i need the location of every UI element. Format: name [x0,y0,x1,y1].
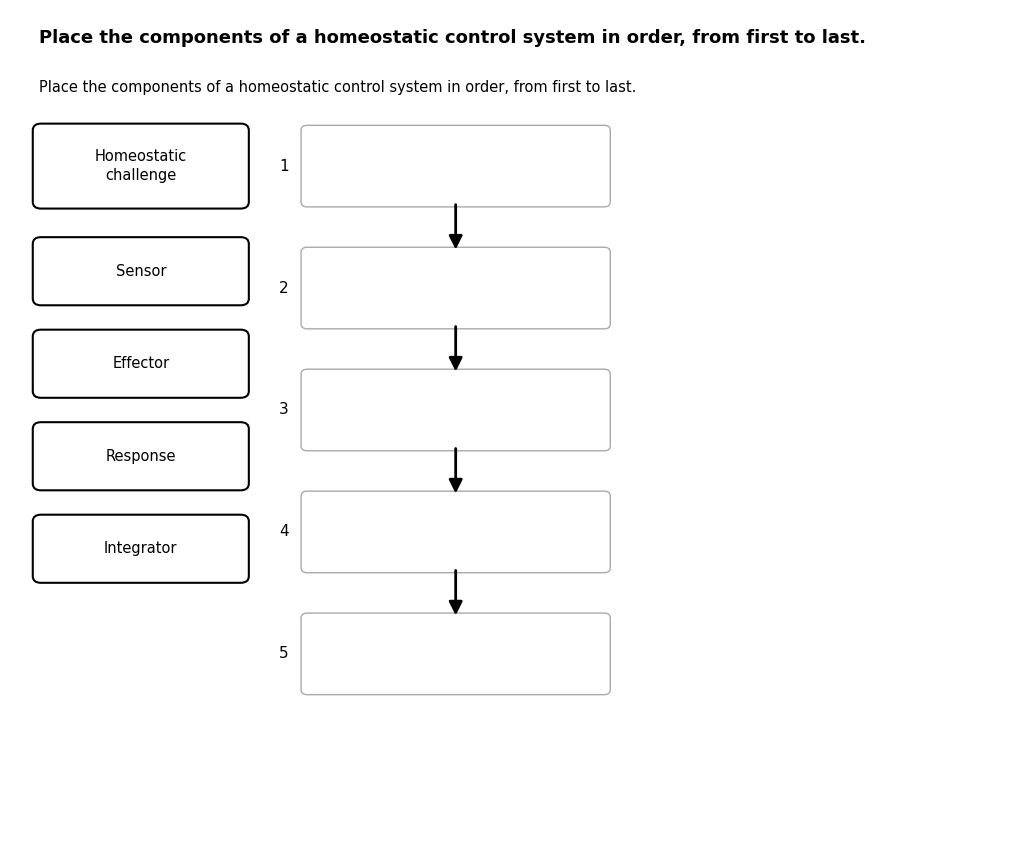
Text: Sensor: Sensor [116,264,166,278]
Text: 2: 2 [280,281,289,295]
FancyBboxPatch shape [33,237,249,305]
Text: 5: 5 [280,647,289,661]
Text: Place the components of a homeostatic control system in order, from first to las: Place the components of a homeostatic co… [39,29,866,47]
Text: Integrator: Integrator [104,542,177,556]
FancyBboxPatch shape [301,613,610,695]
Text: 4: 4 [280,525,289,539]
Text: Homeostatic
challenge: Homeostatic challenge [94,150,187,182]
Text: Effector: Effector [113,357,169,371]
FancyBboxPatch shape [33,330,249,398]
FancyBboxPatch shape [301,247,610,329]
Text: 3: 3 [279,403,289,417]
Text: Response: Response [105,449,176,463]
FancyBboxPatch shape [301,369,610,451]
Text: Place the components of a homeostatic control system in order, from first to las: Place the components of a homeostatic co… [39,80,636,95]
FancyBboxPatch shape [33,422,249,490]
FancyBboxPatch shape [301,125,610,207]
FancyBboxPatch shape [33,515,249,583]
FancyBboxPatch shape [301,491,610,573]
FancyBboxPatch shape [33,124,249,209]
Text: 1: 1 [280,159,289,173]
